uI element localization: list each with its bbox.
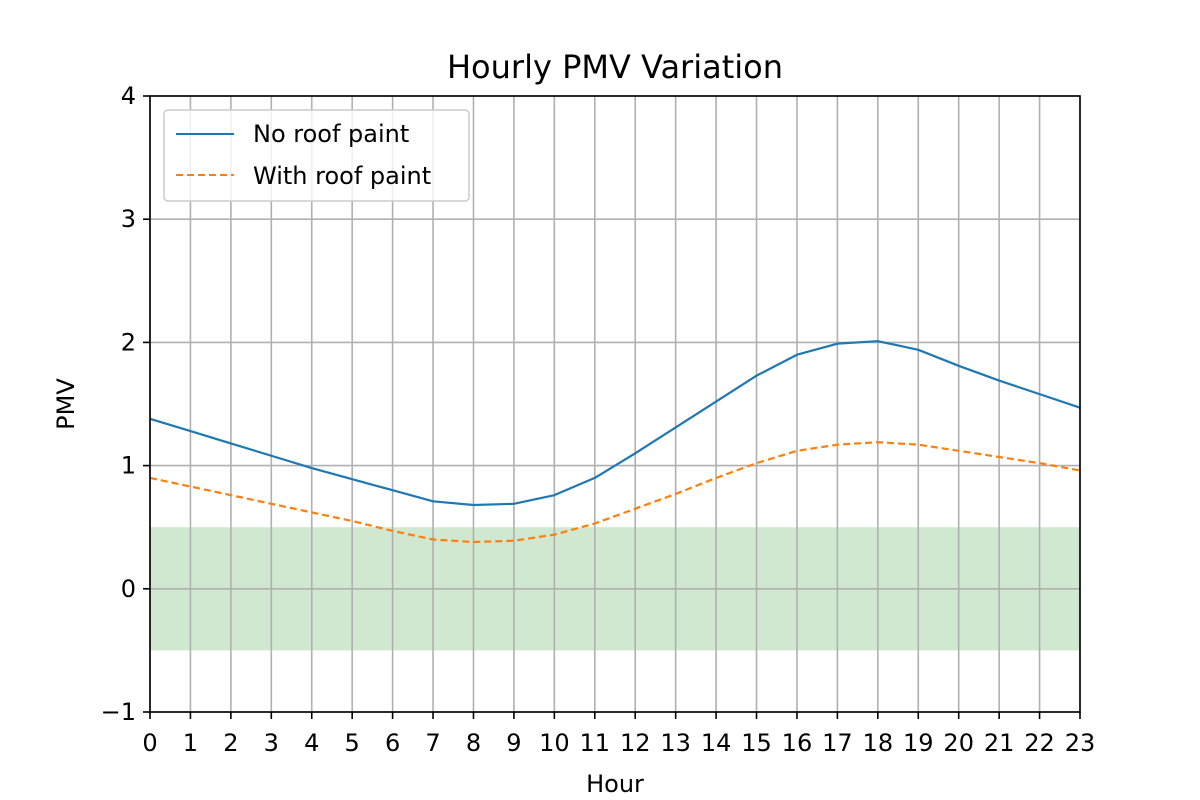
y-tick-label: 0	[121, 575, 136, 603]
x-tick-label: 17	[822, 729, 853, 757]
x-tick-label: 7	[425, 729, 440, 757]
x-tick-label: 10	[539, 729, 570, 757]
x-tick-label: 22	[1024, 729, 1055, 757]
x-tick-label: 13	[660, 729, 691, 757]
x-tick-label: 8	[466, 729, 481, 757]
x-tick-label: 5	[345, 729, 360, 757]
x-tick-label: 20	[943, 729, 974, 757]
x-tick-label: 23	[1065, 729, 1096, 757]
plot-frame	[149, 95, 1081, 713]
x-tick-label: 21	[984, 729, 1015, 757]
legend-box	[163, 109, 470, 202]
y-axis-label: PMV	[52, 378, 80, 430]
y-tick-label: 4	[121, 82, 136, 110]
x-tick-label: 19	[903, 729, 934, 757]
series-line-no-roof-paint	[149, 340, 1081, 507]
y-tick-label: 3	[121, 205, 136, 233]
x-tick-label: 14	[701, 729, 732, 757]
x-axis-label: Hour	[586, 770, 644, 798]
x-tick-label: 12	[620, 729, 651, 757]
x-tick-label: 18	[863, 729, 894, 757]
y-tick-label: 2	[121, 328, 136, 356]
chart-title: Hourly PMV Variation	[447, 48, 783, 86]
series-line-with-roof-paint	[149, 441, 1081, 544]
x-tick-label: 6	[385, 729, 400, 757]
legend-label-with-roof-paint: With roof paint	[253, 162, 431, 190]
x-tick-label: 2	[223, 729, 238, 757]
x-tick-label: 9	[506, 729, 521, 757]
legend-label-no-roof-paint: No roof paint	[253, 120, 409, 148]
x-tick-label: 16	[782, 729, 813, 757]
x-tick-label: 1	[183, 729, 198, 757]
legend: No roof paint With roof paint	[163, 109, 470, 202]
x-tick-label: 3	[264, 729, 279, 757]
y-tick-label: −1	[101, 698, 136, 726]
x-tick-label: 4	[304, 729, 319, 757]
x-tick-label: 11	[580, 729, 611, 757]
x-tick-label: 0	[142, 729, 157, 757]
y-tick-label: 1	[121, 452, 136, 480]
x-tick-label: 15	[741, 729, 772, 757]
